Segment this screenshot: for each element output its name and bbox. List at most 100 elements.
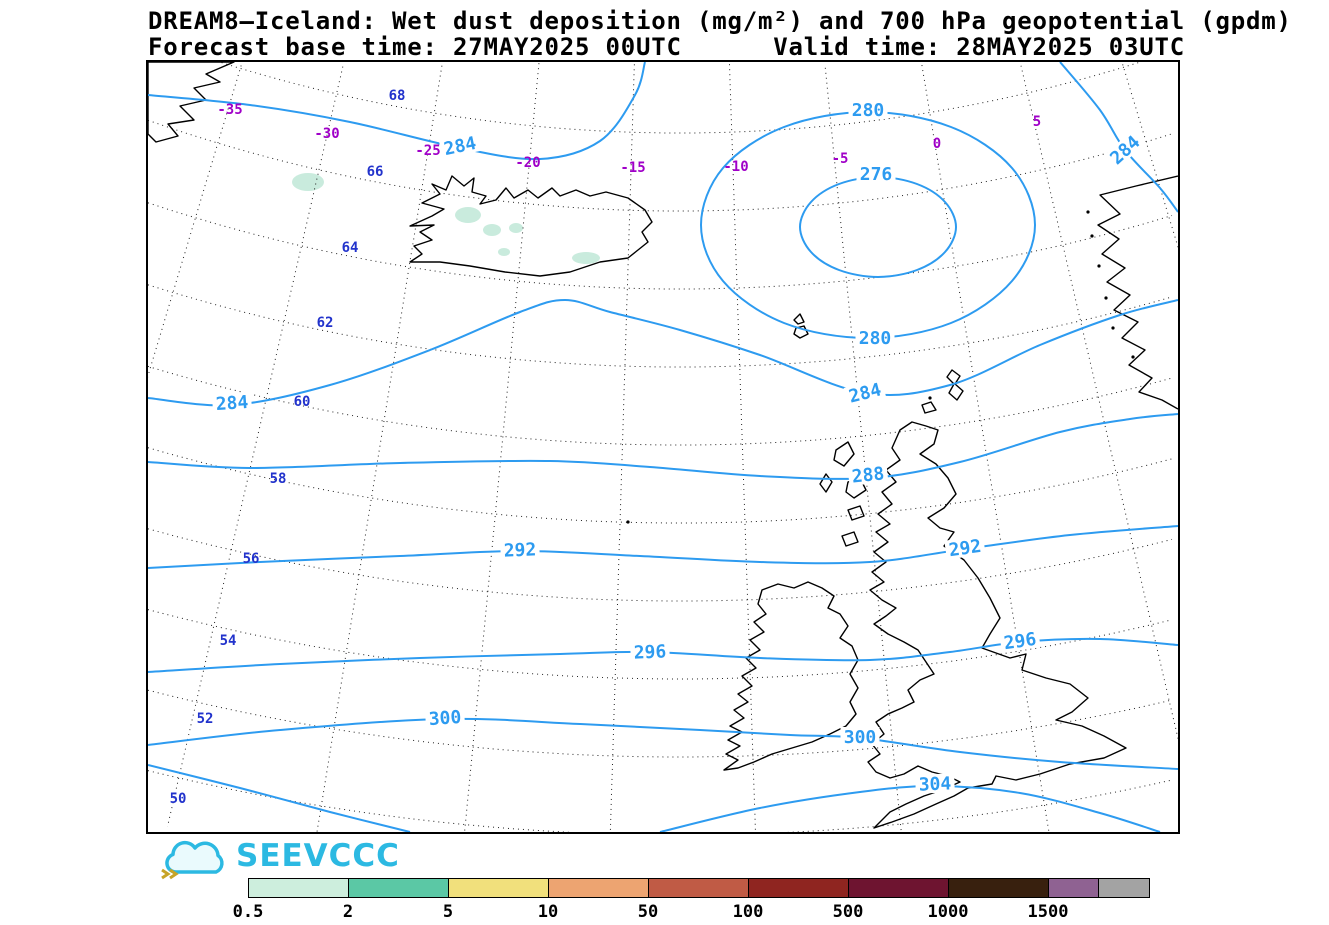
svg-text:276: 276 — [860, 164, 893, 185]
scale-segment — [949, 879, 1049, 897]
lon-label: -30 — [314, 126, 339, 142]
map-canvas: 284 284 280 280 276 284 284 288 292 292 296 296 300 3… — [148, 62, 1178, 832]
map-frame: 284 284 280 280 276 284 284 288 292 292 296 296 300 3… — [146, 60, 1180, 834]
graticule-meridian — [609, 64, 635, 832]
lat-label: 58 — [270, 471, 287, 487]
svg-text:288: 288 — [851, 463, 886, 487]
chevron-icon — [161, 868, 171, 880]
contour-label: 284 — [438, 132, 481, 160]
graticule-parallel — [148, 609, 1173, 680]
scale-segment — [449, 879, 549, 897]
scale-tick-label: 1000 — [927, 902, 969, 922]
islet — [1097, 264, 1101, 268]
contour-label: 296 — [999, 628, 1041, 654]
graticule-parallel — [148, 528, 1173, 602]
contour-label: 284 — [211, 391, 253, 415]
lat-label: 60 — [294, 394, 311, 410]
scale-tick-label: 0.5 — [232, 902, 264, 922]
dust-patch — [498, 248, 510, 256]
islet — [626, 520, 630, 524]
coastline-orkney — [921, 401, 937, 414]
graticule-meridian — [921, 65, 1050, 832]
contour-line-300 — [148, 717, 1178, 770]
contour-label: 280 — [848, 100, 888, 121]
graticule-parallel — [148, 119, 1173, 212]
svg-text:280: 280 — [859, 328, 892, 349]
page-title: DREAM8—Iceland: Wet dust deposition (mg/… — [148, 7, 1292, 35]
chevron-icon — [169, 868, 179, 880]
cloud-shape — [165, 840, 224, 874]
contour-label: 296 — [630, 641, 670, 664]
islet — [1090, 234, 1094, 238]
coastline-norway — [1097, 175, 1178, 410]
contour-label: 276 — [856, 164, 896, 185]
scale-segment — [549, 879, 649, 897]
graticule-meridian — [1020, 65, 1178, 741]
graticule-meridian — [316, 65, 443, 832]
dust-patch — [483, 224, 501, 236]
coastline-ireland — [723, 581, 859, 771]
scale-segment — [1099, 879, 1149, 897]
contour-line-288 — [148, 413, 1178, 480]
coastline-shetland — [946, 369, 964, 401]
scale-segment — [649, 879, 749, 897]
contour-line-284 — [148, 298, 1178, 407]
contour-label: 304 — [915, 773, 955, 796]
islet — [1086, 210, 1090, 214]
lat-label: 54 — [220, 633, 237, 649]
lon-label: -10 — [723, 159, 748, 175]
contour-label: 284 — [1103, 129, 1146, 170]
svg-text:292: 292 — [503, 539, 536, 561]
scale-tick-label: 500 — [832, 902, 864, 922]
lat-label: 50 — [170, 791, 187, 807]
coastline-faroe-2 — [793, 325, 809, 339]
contour-label: 300 — [424, 706, 466, 730]
svg-text:296: 296 — [633, 641, 666, 663]
dust-patch — [509, 223, 523, 233]
dust-patch — [572, 252, 600, 264]
contour-label: 288 — [847, 463, 889, 488]
contour-label: 284 — [843, 378, 887, 408]
graticule-parallel — [148, 284, 1173, 368]
svg-text:304: 304 — [918, 773, 951, 795]
coastline-great-britain — [867, 421, 1127, 829]
coastline-hebrides-lewis — [833, 441, 855, 467]
graticule-meridian — [167, 66, 344, 827]
scale-segment — [349, 879, 449, 897]
contour-label: 300 — [840, 727, 880, 748]
svg-text:292: 292 — [948, 536, 983, 561]
lon-label: -20 — [515, 155, 540, 171]
svg-text:284: 284 — [442, 133, 478, 160]
dust-patch — [292, 173, 324, 191]
coastline-faroe-1 — [793, 313, 805, 325]
scale-tick-label: 50 — [637, 902, 659, 922]
lat-label: 64 — [342, 240, 359, 256]
scale-tick-label: 2 — [342, 902, 354, 922]
svg-text:284: 284 — [847, 379, 884, 407]
svg-text:296: 296 — [1003, 629, 1038, 654]
contour-line-280 — [699, 110, 1037, 340]
graticule-parallel — [148, 689, 1173, 758]
contour-label: 292 — [500, 539, 540, 562]
graticule-parallel — [148, 447, 1173, 524]
scale-tick-label: 1500 — [1027, 902, 1069, 922]
scale-segment — [749, 879, 849, 897]
graticule-parallel — [148, 202, 1173, 290]
contour-line-304 — [659, 784, 1161, 832]
svg-text:300: 300 — [844, 727, 877, 748]
contour-line-276 — [798, 175, 958, 279]
islet — [1104, 296, 1108, 300]
lon-label: 5 — [1033, 114, 1041, 130]
contour-line-aux — [148, 764, 411, 832]
lat-label: 52 — [197, 711, 214, 727]
islet — [928, 396, 932, 400]
scale-tick-label: 5 — [442, 902, 454, 922]
seevccc-cloud-icon — [161, 840, 224, 880]
contour-label: 292 — [944, 535, 986, 561]
coastline-iceland — [409, 175, 653, 277]
lat-label: 62 — [317, 315, 334, 331]
lon-label: -5 — [832, 151, 849, 167]
lat-label: 66 — [367, 164, 384, 180]
lat-label: 56 — [243, 551, 260, 567]
